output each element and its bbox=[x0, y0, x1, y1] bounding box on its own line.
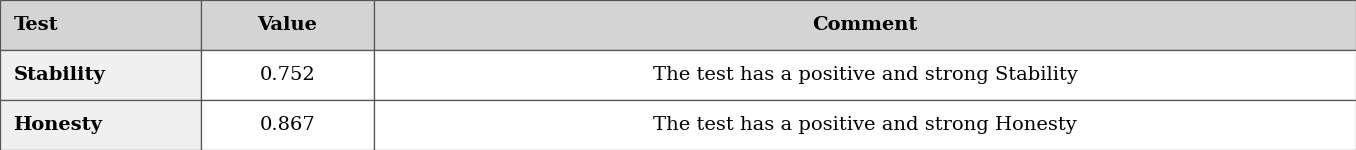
Text: Value: Value bbox=[258, 16, 317, 34]
Text: 0.867: 0.867 bbox=[259, 116, 316, 134]
Text: Honesty: Honesty bbox=[14, 116, 103, 134]
Bar bbox=[374, 100, 1356, 150]
Text: The test has a positive and strong Stability: The test has a positive and strong Stabi… bbox=[652, 66, 1078, 84]
Text: Test: Test bbox=[14, 16, 58, 34]
Text: The test has a positive and strong Honesty: The test has a positive and strong Hones… bbox=[654, 116, 1077, 134]
Bar bbox=[374, 0, 1356, 50]
Bar bbox=[201, 100, 374, 150]
Text: Stability: Stability bbox=[14, 66, 106, 84]
Bar bbox=[374, 50, 1356, 100]
Bar bbox=[0, 50, 201, 100]
Bar bbox=[201, 50, 374, 100]
Bar bbox=[0, 100, 201, 150]
Bar bbox=[201, 0, 374, 50]
Bar bbox=[0, 0, 201, 50]
Text: Comment: Comment bbox=[812, 16, 918, 34]
Text: 0.752: 0.752 bbox=[259, 66, 316, 84]
